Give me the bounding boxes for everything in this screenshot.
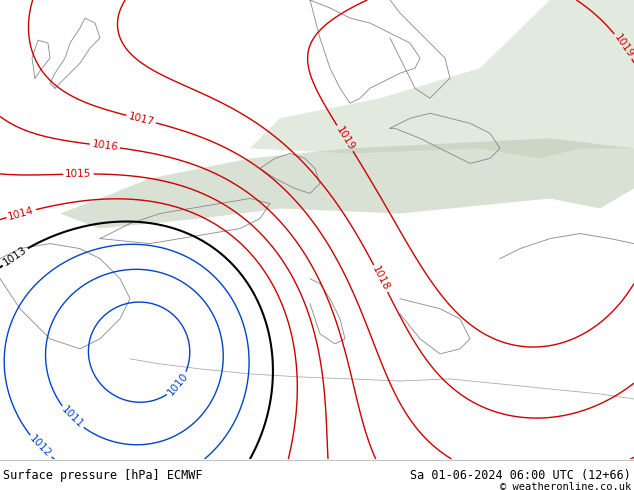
Polygon shape <box>60 138 634 228</box>
Text: © weatheronline.co.uk: © weatheronline.co.uk <box>500 482 631 490</box>
Text: Sa 01-06-2024 06:00 UTC (12+66): Sa 01-06-2024 06:00 UTC (12+66) <box>410 469 631 482</box>
Text: 1013: 1013 <box>1 245 29 268</box>
Polygon shape <box>250 0 634 158</box>
Text: 1019: 1019 <box>334 124 356 152</box>
Text: 1011: 1011 <box>59 405 85 430</box>
Text: 1014: 1014 <box>7 205 36 222</box>
Text: 1015: 1015 <box>65 169 92 179</box>
Text: 1017: 1017 <box>127 111 155 127</box>
Text: 1019: 1019 <box>612 32 634 60</box>
Text: 1018: 1018 <box>370 265 391 293</box>
Text: 1010: 1010 <box>166 371 190 398</box>
Text: Surface pressure [hPa] ECMWF: Surface pressure [hPa] ECMWF <box>3 469 202 482</box>
Text: 1012: 1012 <box>27 434 53 460</box>
Text: 1016: 1016 <box>91 139 119 153</box>
